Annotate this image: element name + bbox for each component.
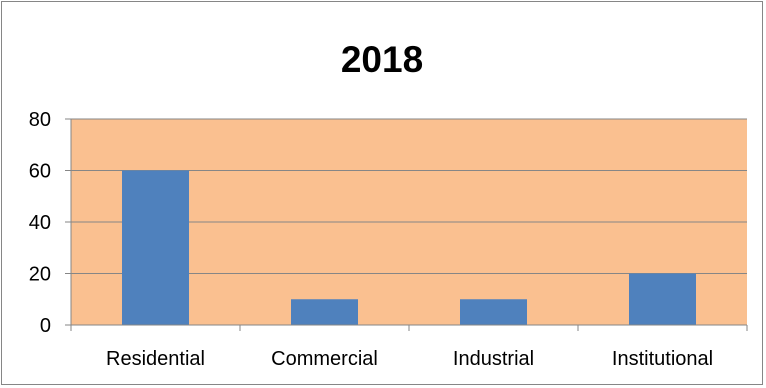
y-tick-label-80: 80: [29, 109, 51, 131]
x-tick-label-institutional: Institutional: [612, 348, 713, 370]
y-tick-label-60: 60: [29, 161, 51, 183]
bar-industrial: [460, 299, 527, 325]
x-tick-label-residential: Residential: [106, 348, 205, 370]
y-axis: 0 20 40 60 80: [29, 109, 72, 337]
x-axis: Residential Commercial Industrial Instituti…: [70, 324, 748, 370]
chart-title: 2018: [340, 39, 424, 80]
y-tick-label-20: 20: [29, 264, 51, 286]
x-tick-label-commercial: Commercial: [271, 348, 378, 370]
bars: [122, 170, 696, 325]
y-tick-label-40: 40: [29, 212, 51, 234]
bar-commercial: [291, 299, 358, 325]
bar-institutional: [629, 273, 696, 325]
x-tick-label-industrial: Industrial: [453, 348, 534, 370]
y-tick-label-0: 0: [40, 315, 51, 337]
bar-residential: [122, 170, 189, 325]
